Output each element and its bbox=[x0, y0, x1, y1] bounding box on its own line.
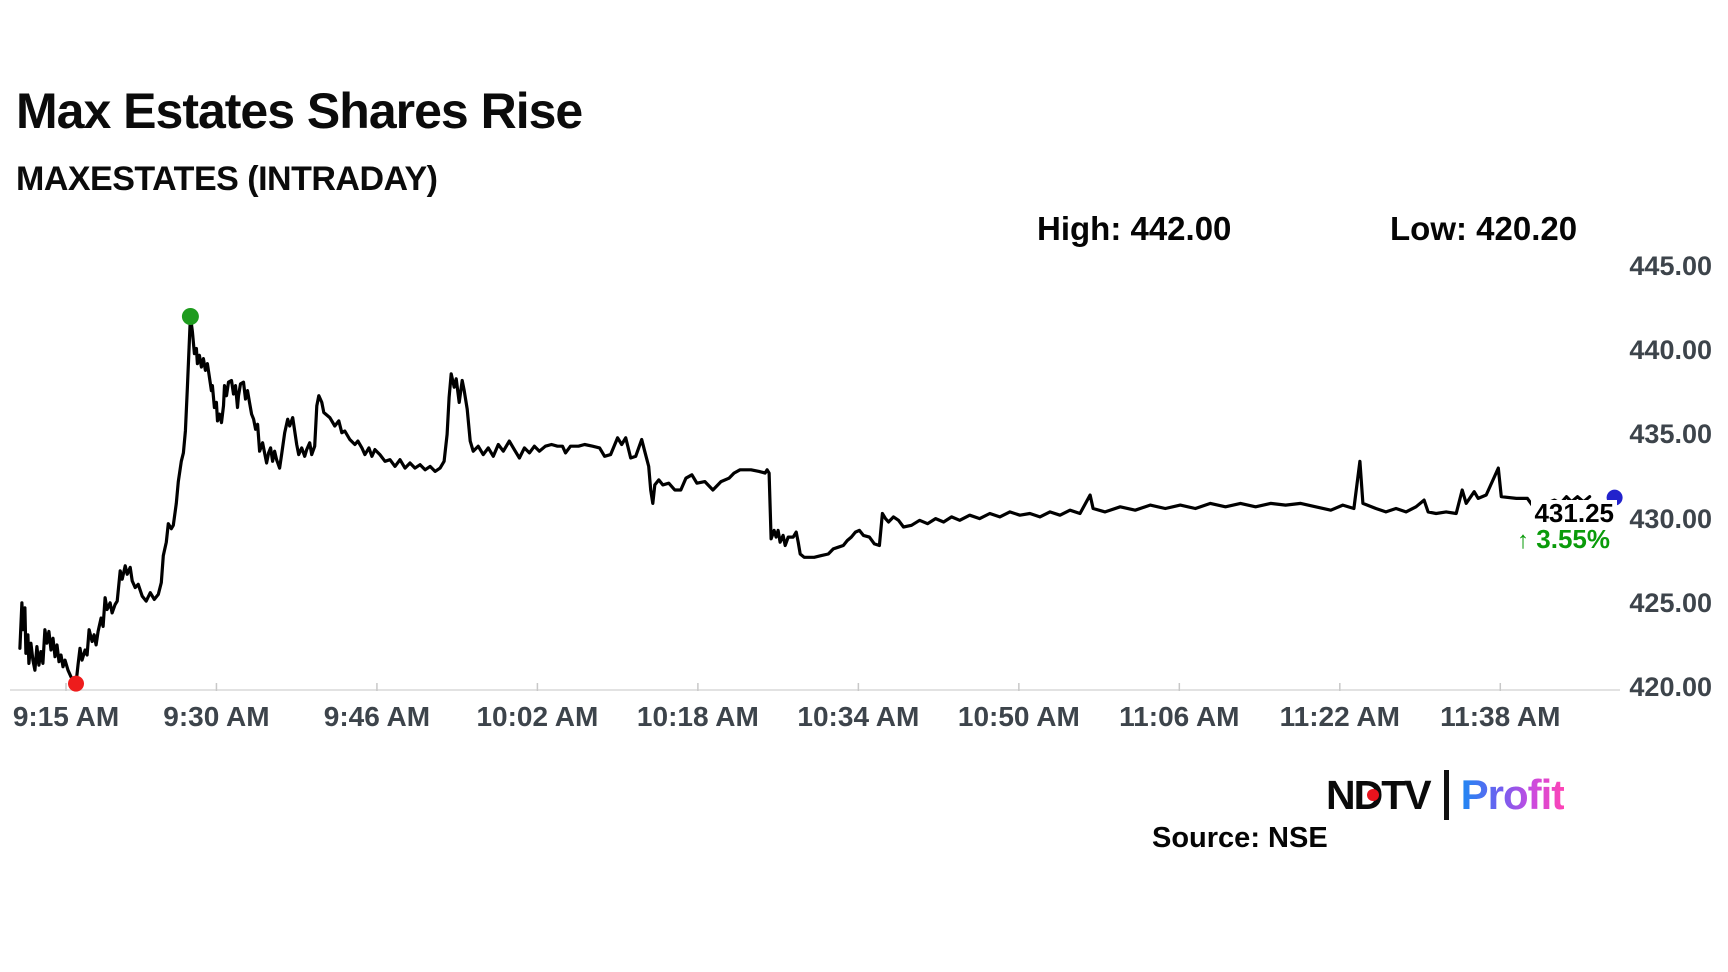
percent-change-value: 3.55% bbox=[1536, 524, 1610, 554]
y-axis-label: 425.00 bbox=[1629, 587, 1712, 618]
x-axis-label: 10:50 AM bbox=[957, 701, 1080, 732]
y-axis-label: 445.00 bbox=[1629, 251, 1712, 281]
ndtv-red-dot-icon bbox=[1367, 789, 1379, 801]
x-axis-label: 10:34 AM bbox=[797, 701, 920, 732]
x-axis-label: 9:46 AM bbox=[323, 701, 431, 732]
x-axis-label: 10:02 AM bbox=[476, 701, 599, 732]
x-axis-label: 9:30 AM bbox=[163, 701, 270, 732]
x-axis-label: 11:06 AM bbox=[1119, 701, 1240, 732]
x-axis-label: 10:18 AM bbox=[636, 701, 759, 732]
profit-logo-text: Profit bbox=[1460, 771, 1566, 818]
price-line bbox=[18, 314, 1592, 686]
y-axis-label: 440.00 bbox=[1629, 335, 1712, 366]
last-price-annotation: 431.25 bbox=[1531, 500, 1617, 526]
high-point-marker bbox=[181, 308, 199, 325]
low-point-marker bbox=[68, 675, 84, 692]
source-attribution: Source: NSE bbox=[1152, 822, 1328, 854]
x-axis-label: 11:38 AM bbox=[1440, 701, 1561, 732]
percent-change-annotation: ↑ 3.55% bbox=[1517, 524, 1610, 554]
y-axis-label: 420.00 bbox=[1629, 672, 1712, 702]
page-title: Max Estates Shares Rise bbox=[16, 83, 583, 139]
logo-divider bbox=[1443, 770, 1449, 820]
high-value-label: High: 442.00 bbox=[1037, 210, 1232, 247]
low-value-label: Low: 420.20 bbox=[1390, 210, 1578, 247]
up-arrow-icon: ↑ bbox=[1517, 527, 1530, 554]
x-axis-label: 9:15 AM bbox=[12, 701, 120, 732]
ticker-subtitle: MAXESTATES (INTRADAY) bbox=[16, 160, 438, 198]
ndtv-profit-logo: NDTV Profit bbox=[1326, 770, 1566, 820]
ndtv-logo-text: NDTV bbox=[1326, 771, 1432, 819]
x-axis-label: 11:22 AM bbox=[1279, 701, 1400, 732]
y-axis-label: 435.00 bbox=[1629, 419, 1712, 450]
y-axis-label: 430.00 bbox=[1629, 503, 1712, 534]
